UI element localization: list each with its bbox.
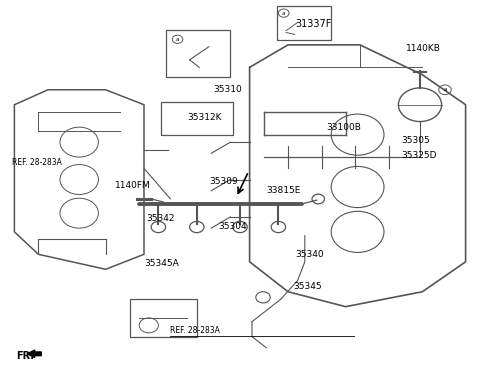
Text: 35309: 35309 (209, 177, 238, 186)
Text: 1140FM: 1140FM (115, 181, 151, 190)
Text: a: a (282, 10, 286, 16)
Bar (166, 30, 230, 77)
Text: 35325D: 35325D (401, 151, 436, 160)
Text: 33815E: 33815E (266, 186, 301, 195)
Text: REF. 28-283A: REF. 28-283A (12, 158, 62, 167)
Text: 35304: 35304 (218, 222, 247, 231)
Text: a: a (176, 37, 180, 42)
Text: 35340: 35340 (295, 250, 324, 259)
Text: 35312K: 35312K (187, 113, 222, 122)
Text: 31337F: 31337F (295, 19, 332, 29)
Text: 35345A: 35345A (144, 259, 179, 268)
Text: FR.: FR. (16, 351, 34, 361)
Text: 1140KB: 1140KB (406, 44, 441, 53)
Text: 35345: 35345 (293, 282, 322, 291)
Text: 35310: 35310 (214, 85, 242, 94)
Text: REF. 28-283A: REF. 28-283A (170, 327, 220, 335)
Bar (277, 6, 331, 40)
Text: a: a (443, 87, 447, 92)
Bar (130, 299, 197, 337)
Bar (161, 102, 233, 135)
Text: 33100B: 33100B (326, 123, 361, 132)
Polygon shape (27, 350, 41, 358)
Text: 35305: 35305 (401, 136, 430, 145)
Text: 35342: 35342 (146, 214, 175, 223)
